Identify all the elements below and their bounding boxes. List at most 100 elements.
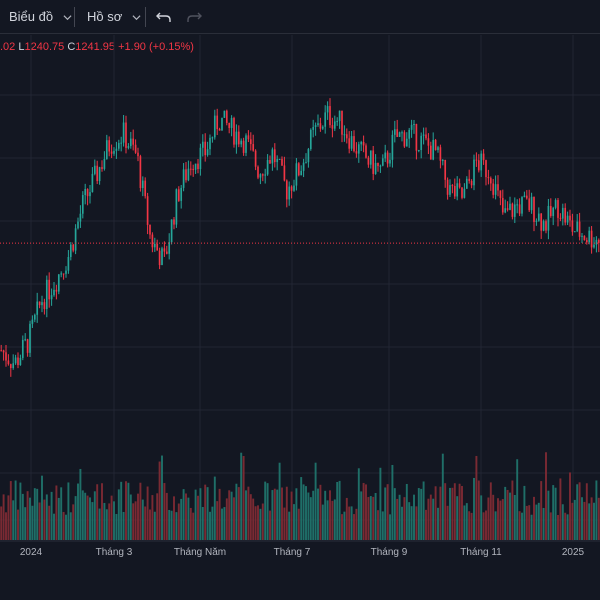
candle-body (374, 162, 377, 174)
volume-bar (513, 494, 516, 540)
candle-body (557, 200, 559, 218)
candle-body (84, 188, 87, 196)
candle-body (535, 220, 538, 222)
volume-bar (470, 512, 473, 540)
candle-body (305, 162, 307, 164)
volume-bar (281, 487, 283, 540)
volume-bar (223, 507, 226, 540)
volume-bar (7, 495, 10, 540)
redo-icon[interactable] (185, 8, 203, 26)
candle-body (209, 137, 211, 150)
volume-bar (518, 511, 521, 540)
candle-body (405, 138, 408, 147)
volume-bar (278, 462, 281, 540)
price-chart[interactable]: 2024 Tháng 3 Tháng Năm Tháng 7 Tháng 9 Tháng … (0, 35, 600, 600)
volume-bar (295, 488, 298, 540)
candle-body (240, 140, 243, 145)
candle-body (379, 165, 382, 167)
candle-body (401, 132, 403, 134)
volume-bar (165, 492, 168, 540)
volume-bar (173, 496, 175, 540)
volume-bar (57, 497, 60, 540)
candle-body (300, 170, 303, 176)
volume-bar (369, 496, 372, 540)
candle-body (36, 301, 39, 315)
undo-icon[interactable] (155, 8, 173, 26)
volume-bar (189, 507, 192, 540)
volume-bar (105, 509, 108, 540)
candle-body (19, 357, 22, 366)
volume-bars (0, 452, 600, 540)
candle-body (2, 350, 5, 353)
candle-body (182, 169, 185, 188)
candle-body (45, 279, 48, 310)
candle-body (259, 174, 262, 178)
profile-menu-button[interactable]: Hồ sơ (87, 6, 141, 28)
volume-bar (437, 507, 439, 540)
volume-bar (540, 481, 543, 540)
volume-bar (249, 494, 252, 540)
candle-body (21, 339, 24, 358)
candle-body (302, 162, 305, 171)
candle-body (573, 231, 576, 233)
candle-body (468, 178, 471, 181)
volume-bar (521, 512, 523, 540)
candle-body (278, 158, 281, 160)
candle-body (103, 158, 106, 169)
volume-bar (259, 508, 262, 540)
candle-body (511, 203, 514, 217)
candle-body (413, 124, 415, 126)
candle-body (137, 152, 139, 157)
volume-bar (218, 488, 221, 540)
candle-body (542, 221, 545, 231)
candle-body (14, 357, 17, 364)
candle-body (62, 273, 65, 275)
candle-body (211, 137, 214, 139)
volume-bar (417, 488, 420, 540)
volume-bar (413, 494, 415, 540)
volume-bar (216, 501, 219, 540)
candle-body (257, 166, 259, 178)
candle-body (391, 134, 394, 160)
x-tick-label: Tháng 3 (96, 547, 133, 558)
candle-body (384, 152, 387, 159)
candle-body (261, 174, 264, 176)
toolbar-divider (74, 7, 75, 27)
candle-body (132, 138, 135, 145)
volume-bar (302, 484, 305, 540)
volume-bar (156, 493, 159, 540)
volume-bar (501, 499, 504, 540)
candle-body (31, 319, 34, 324)
candle-body (98, 167, 101, 182)
volume-bar (225, 498, 228, 540)
candle-body (151, 234, 154, 248)
volume-bar (386, 484, 389, 540)
candle-body (578, 221, 581, 237)
volume-bar (557, 514, 559, 540)
volume-bar (533, 496, 535, 540)
candle-body (552, 207, 555, 216)
candle-body (559, 217, 562, 219)
volume-bar (233, 497, 235, 540)
volume-bar (242, 455, 245, 540)
volume-bar (345, 497, 348, 540)
candle-body (295, 163, 298, 186)
volume-bar (297, 508, 300, 540)
candle-body (24, 339, 27, 341)
candle-body (96, 165, 99, 182)
candle-body (225, 110, 228, 123)
candle-body (235, 131, 238, 145)
candle-body (597, 239, 600, 243)
candle-body (223, 110, 226, 118)
volume-bar (499, 500, 502, 540)
chart-menu-button[interactable]: Biểu đồ (9, 6, 72, 28)
candle-body (271, 149, 274, 164)
candle-body (492, 183, 495, 195)
volume-bar (273, 488, 276, 540)
volume-bar (113, 501, 115, 540)
candle-body (540, 213, 543, 231)
volume-bar (309, 497, 312, 540)
candle-body (403, 132, 406, 147)
candle-body (288, 186, 291, 200)
volume-bar (139, 482, 142, 540)
